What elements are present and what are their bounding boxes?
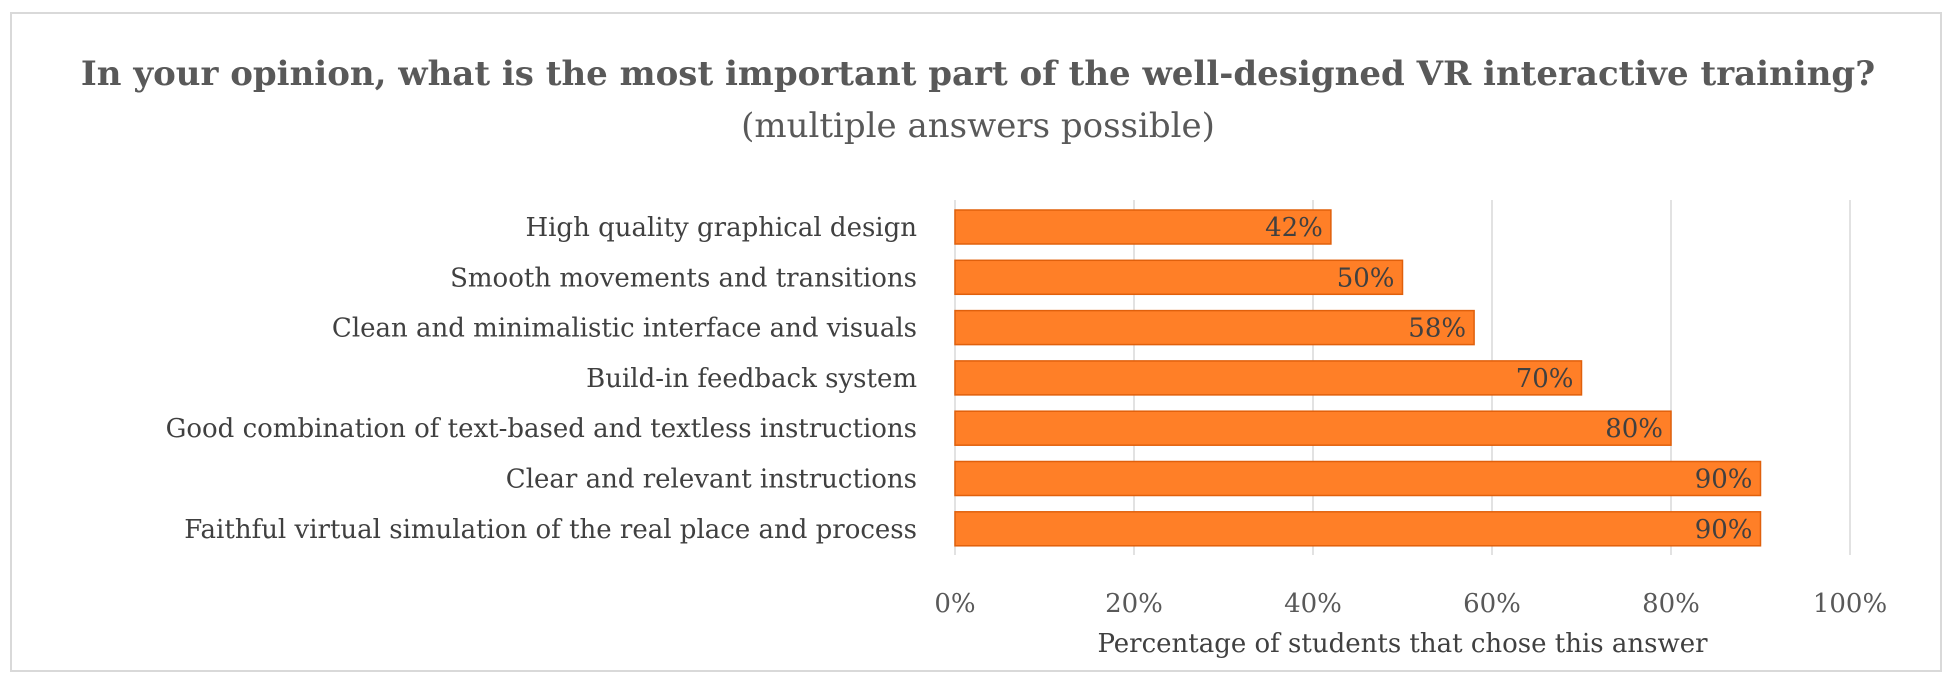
data-label: 42% bbox=[1265, 213, 1323, 243]
data-label: 58% bbox=[1408, 314, 1466, 344]
category-label: High quality graphical design bbox=[525, 213, 917, 243]
category-label: Good combination of text-based and textl… bbox=[166, 414, 917, 444]
x-tick-label: 40% bbox=[1284, 589, 1342, 619]
bar bbox=[954, 511, 1762, 547]
category-label: Build-in feedback system bbox=[586, 364, 917, 394]
category-label: Clear and relevant instructions bbox=[506, 465, 917, 495]
bar bbox=[954, 410, 1672, 446]
chart-title: In your opinion, what is the most import… bbox=[80, 54, 1876, 94]
data-label: 70% bbox=[1516, 364, 1574, 394]
x-tick-label: 0% bbox=[934, 589, 975, 619]
data-label: 50% bbox=[1337, 263, 1395, 293]
bars: 42% 50% 58% 70% 80% 90% 90% bbox=[954, 209, 1762, 547]
data-label: 90% bbox=[1695, 465, 1753, 495]
chart-frame: In your opinion, what is the most import… bbox=[10, 12, 1942, 672]
category-label: Clean and minimalistic interface and vis… bbox=[332, 314, 917, 344]
x-tick-label: 100% bbox=[1813, 589, 1887, 619]
category-label: Faithful virtual simulation of the real … bbox=[184, 515, 917, 545]
data-label: 90% bbox=[1695, 515, 1753, 545]
category-label: Smooth movements and transitions bbox=[450, 263, 917, 293]
bar bbox=[954, 259, 1404, 296]
bar bbox=[954, 460, 1762, 497]
data-label: 80% bbox=[1605, 414, 1663, 444]
chart-subtitle: (multiple answers possible) bbox=[741, 106, 1215, 146]
bar bbox=[954, 309, 1475, 346]
bar bbox=[954, 209, 1332, 245]
x-tick-label: 80% bbox=[1642, 589, 1700, 619]
x-axis-title: Percentage of students that chose this a… bbox=[1097, 629, 1708, 659]
x-tick-labels: 0% 20% 40% 60% 80% 100% bbox=[934, 589, 1887, 619]
x-tick-label: 20% bbox=[1105, 589, 1163, 619]
category-labels: High quality graphical design Smooth move… bbox=[166, 213, 918, 545]
chart-title-block: In your opinion, what is the most import… bbox=[12, 48, 1944, 152]
bar bbox=[954, 360, 1583, 396]
x-tick-label: 60% bbox=[1463, 589, 1521, 619]
